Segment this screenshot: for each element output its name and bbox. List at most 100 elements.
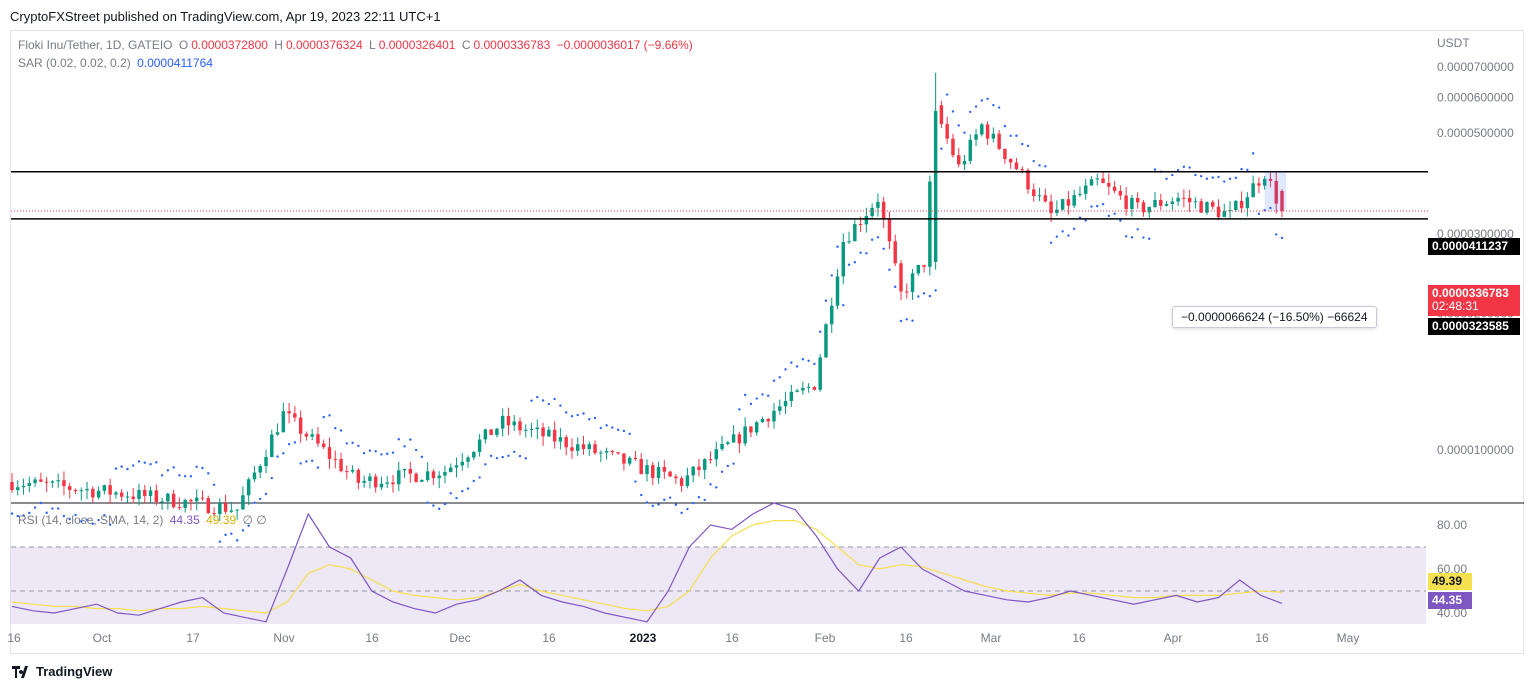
sar-dot — [616, 428, 620, 432]
time-axis-label: 16 — [899, 631, 913, 645]
candle-body — [691, 466, 695, 476]
candles-group — [10, 72, 1284, 521]
sar-dot — [813, 362, 816, 366]
tradingview-logo[interactable]: TradingView — [12, 664, 112, 679]
candle-body — [102, 485, 107, 491]
sar-dot — [818, 330, 822, 333]
candle-body — [985, 124, 990, 139]
candle-body — [391, 482, 395, 485]
sar-dot — [899, 319, 903, 323]
sar-dot — [738, 408, 741, 411]
candle-body — [449, 467, 453, 472]
sar-group — [10, 93, 1284, 543]
time-axis-label: 16 — [1255, 631, 1269, 645]
sar-dot — [986, 97, 989, 101]
sar-dot — [68, 517, 71, 521]
legend-close-value: 0.0000336783 — [473, 38, 551, 52]
time-axis-label: 16 — [542, 631, 556, 645]
sar-dot — [559, 404, 562, 407]
legend-low-label: L — [369, 38, 376, 52]
sar-dot — [224, 533, 227, 537]
candle-body — [148, 490, 153, 497]
candle-body — [1205, 202, 1209, 213]
sar-dot — [749, 402, 753, 406]
candle-body — [622, 453, 626, 464]
sar-dot — [212, 483, 216, 487]
candle-body — [1124, 195, 1128, 210]
sar-dot — [807, 359, 810, 362]
candle-body — [379, 483, 384, 488]
candle-body — [778, 406, 782, 411]
sar-label[interactable]: SAR (0.02, 0.02, 0.2) — [18, 56, 131, 70]
legend-close-label: C — [461, 38, 471, 52]
candle-body — [79, 490, 83, 492]
candle-body — [830, 305, 834, 325]
candle-body — [1014, 162, 1019, 170]
candle-body — [483, 429, 488, 440]
sar-dot — [547, 402, 551, 406]
candle-body — [720, 443, 724, 450]
sar-dot — [576, 413, 579, 417]
candle-body — [1222, 211, 1226, 217]
candle-body — [1176, 197, 1180, 202]
sar-dot — [172, 466, 175, 469]
rsi-axis-tick: 80.00 — [1437, 518, 1467, 532]
sar-dot — [570, 415, 574, 418]
sar-dot — [56, 507, 60, 510]
candle-body — [85, 488, 89, 491]
candle-body — [270, 434, 274, 457]
candle-body — [887, 219, 892, 242]
sar-dot — [865, 252, 868, 255]
sar-dot — [634, 480, 637, 483]
candle-body — [414, 473, 418, 482]
sar-dot — [1211, 176, 1214, 179]
candle-body — [177, 507, 182, 509]
rsi-label[interactable]: RSI (14, close, SMA, 14, 2) — [18, 513, 164, 527]
candle-body — [1066, 199, 1071, 206]
candle-body — [674, 476, 678, 479]
sar-dot — [1084, 219, 1087, 222]
candle-body — [1147, 206, 1151, 213]
candle-body — [760, 418, 765, 423]
candle-body — [206, 498, 210, 514]
candle-body — [275, 432, 280, 435]
sar-dot — [640, 493, 643, 497]
time-axis-label: Feb — [815, 631, 836, 645]
sar-dot — [155, 461, 158, 464]
sar-dot — [940, 147, 943, 150]
sar-dot — [1119, 219, 1122, 222]
legend-high-label: H — [274, 38, 283, 52]
sar-dot — [1176, 169, 1180, 172]
sar-dot — [674, 503, 678, 506]
sar-dot — [235, 539, 239, 542]
time-axis-label: 16 — [725, 631, 739, 645]
candle-body — [1245, 197, 1250, 209]
legend-symbol[interactable]: Floki Inu/Tether, 1D, GATEIO — [18, 38, 173, 52]
sar-dot — [1130, 236, 1134, 239]
sar-dot — [391, 451, 395, 454]
candle-body — [1170, 201, 1175, 204]
candle-body — [1043, 195, 1048, 202]
candle-body — [772, 410, 776, 422]
candle-body — [1095, 178, 1099, 180]
sar-dot — [836, 245, 839, 248]
candle-body — [506, 415, 511, 426]
candle-body — [789, 391, 794, 401]
sar-dot — [784, 368, 787, 371]
sar-dot — [39, 501, 43, 505]
sar-dot — [28, 511, 31, 515]
candle-body — [62, 480, 66, 487]
candle-body — [1234, 200, 1238, 210]
candle-body — [599, 452, 603, 454]
candle-body — [1135, 197, 1140, 203]
sar-dot — [310, 459, 314, 463]
sar-dot — [270, 476, 273, 480]
sar-dot — [790, 361, 793, 364]
candle-body — [1078, 193, 1082, 196]
sar-dot — [33, 506, 37, 509]
rsi-legend: RSI (14, close, SMA, 14, 2) 44.35 49.39 … — [18, 513, 270, 527]
candle-body — [1112, 186, 1117, 191]
sar-dot — [1165, 177, 1168, 181]
candle-body — [298, 417, 303, 434]
